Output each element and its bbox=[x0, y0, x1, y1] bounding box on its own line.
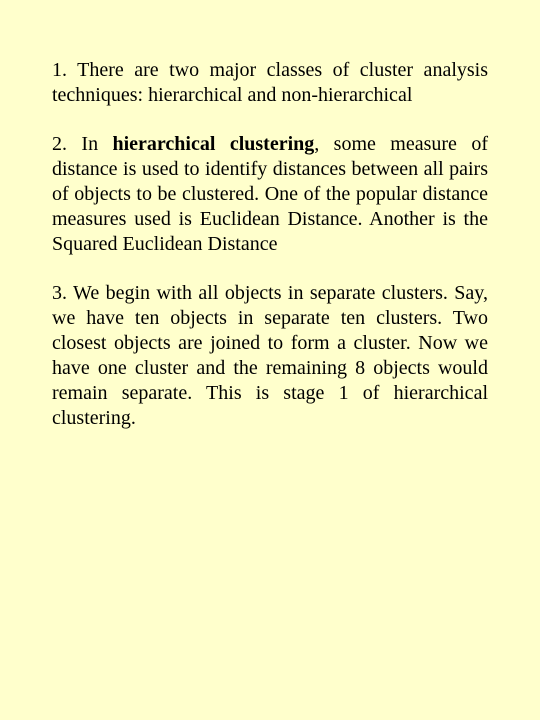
paragraph-2-prefix: 2. In bbox=[52, 133, 112, 155]
paragraph-1-text: 1. There are two major classes of cluste… bbox=[52, 59, 488, 106]
paragraph-2-bold: hierarchical clustering bbox=[112, 133, 314, 155]
paragraph-2: 2. In hierarchical clustering, some meas… bbox=[52, 132, 488, 257]
paragraph-1: 1. There are two major classes of cluste… bbox=[52, 58, 488, 108]
paragraph-3: 3. We begin with all objects in separate… bbox=[52, 281, 488, 431]
paragraph-3-text: 3. We begin with all objects in separate… bbox=[52, 282, 488, 429]
